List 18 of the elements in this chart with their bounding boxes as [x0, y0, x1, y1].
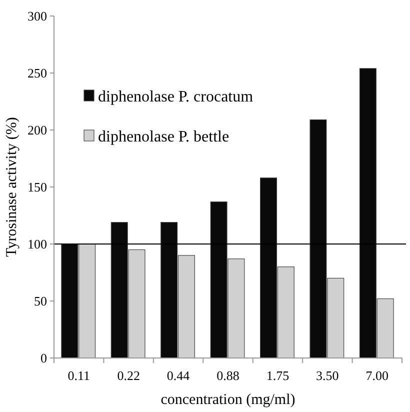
x-tick-label: 0.22	[117, 368, 140, 383]
y-tick-label: 150	[28, 180, 47, 195]
y-tick-label: 250	[28, 66, 47, 81]
x-tick-label: 7.00	[366, 368, 389, 383]
x-tick-label: 0.11	[68, 368, 90, 383]
x-tick-label: 0.88	[216, 368, 240, 383]
y-tick-label: 300	[28, 8, 47, 24]
y-tick-label: 0	[40, 350, 47, 366]
x-axis-title: concentration (mg/ml)	[160, 392, 296, 408]
x-tick-label: 0.44	[166, 368, 190, 383]
y-tick-label: 200	[28, 122, 47, 138]
legend-label: diphenolase P. bettle	[98, 128, 230, 146]
x-tick-label: 3.50	[316, 368, 339, 383]
y-axis-title: Tyrosinase activity (%)	[4, 117, 20, 257]
y-tick-label: 100	[28, 236, 47, 252]
y-tick-label: 50	[34, 294, 47, 309]
x-tick-label: 1.75	[266, 368, 290, 383]
legend-label: diphenolase P. crocatum	[98, 88, 254, 106]
